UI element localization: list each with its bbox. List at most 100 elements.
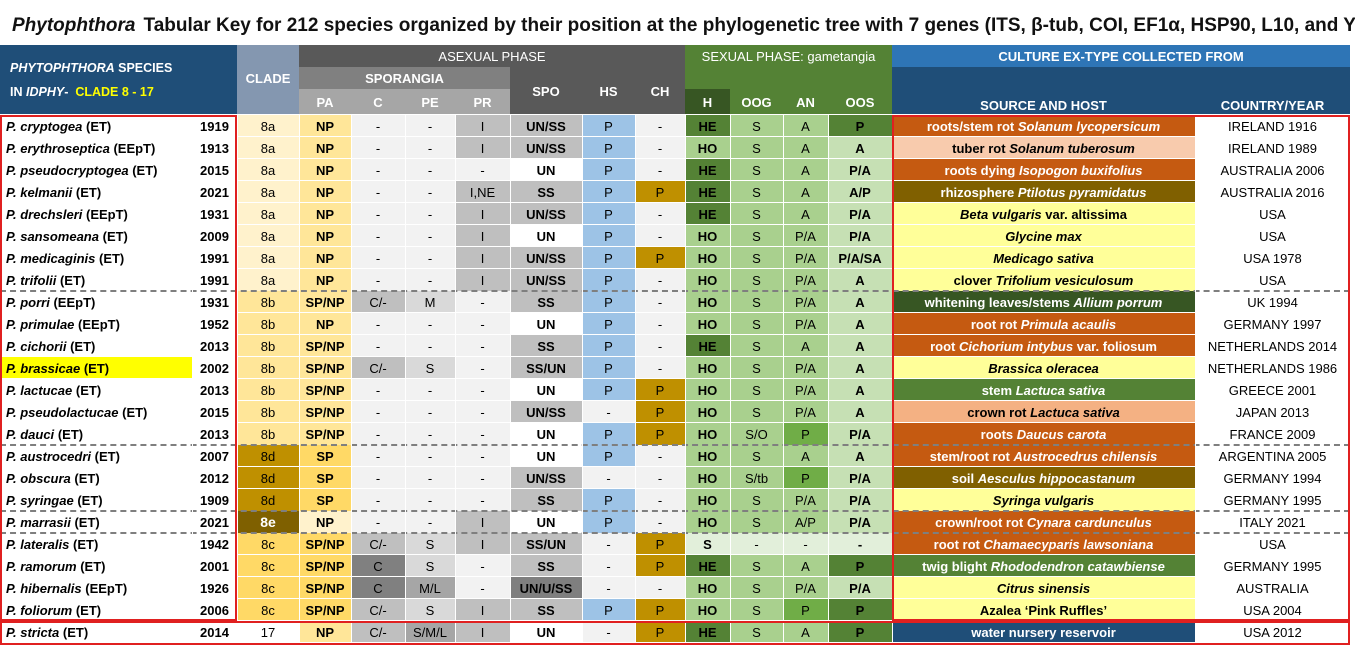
ch-cell: - — [635, 291, 685, 313]
col-header-oos-label: OOS — [845, 94, 875, 110]
ch-value: P — [655, 602, 665, 618]
c-value: - — [375, 448, 381, 464]
pr-value: - — [480, 338, 485, 354]
row-gridline — [0, 334, 1350, 335]
species-name: P. sansomeana — [6, 228, 99, 244]
source-host-cell: stem Lactuca sativa — [892, 379, 1195, 401]
year-cell: 1942 — [192, 533, 237, 555]
pr-cell: - — [455, 335, 510, 357]
hs-cell: P — [582, 599, 635, 621]
h-value: HO — [697, 272, 718, 288]
h-cell: HO — [685, 423, 730, 445]
pr-cell: I — [455, 269, 510, 291]
host-species: Cynara cardunculus — [1026, 514, 1152, 530]
pr-value: - — [480, 360, 485, 376]
clade-value: 8b — [260, 316, 276, 332]
species-name-cell: P. porri (EEpT) — [0, 291, 192, 313]
species-name: P. drechsleri — [6, 206, 83, 222]
species-name-cell: P. cichorii (ET) — [0, 335, 192, 357]
hs-value: - — [606, 404, 611, 420]
species-name-cell: P. ramorum (ET) — [0, 555, 192, 577]
spo-cell: SS — [510, 555, 582, 577]
country-year-cell: USA 1978 — [1195, 247, 1350, 269]
ch-value: P — [655, 426, 665, 442]
sporangia-header: SPORANGIA — [299, 67, 510, 89]
an-value: P/A — [795, 382, 816, 398]
oog-cell: S — [730, 577, 783, 599]
oos-cell: P/A — [828, 225, 892, 247]
an-value: P/A — [795, 272, 816, 288]
species-name: P. pseudocryptogea — [6, 162, 129, 178]
pr-value: I — [480, 206, 485, 222]
oog-cell: S — [730, 357, 783, 379]
clade-separator — [0, 532, 1350, 534]
country-year-cell: GERMANY 1995 — [1195, 555, 1350, 577]
year-cell: 2012 — [192, 467, 237, 489]
country-year-cell: ITALY 2021 — [1195, 511, 1350, 533]
species-header-line1: PHYTOPHTHORA SPECIES — [10, 61, 172, 75]
row-gridline — [0, 268, 1350, 269]
h-value: HE — [698, 558, 717, 574]
hs-value: - — [606, 470, 611, 486]
species-type-tag: (ET) — [94, 448, 120, 464]
an-value: A — [801, 338, 810, 354]
species-type-tag: (EEpT) — [113, 140, 156, 156]
year-cell: 2015 — [192, 159, 237, 181]
c-cell: - — [351, 203, 405, 225]
spo-value: UN/SS — [526, 404, 566, 420]
oos-value: P/A — [849, 580, 871, 596]
ch-value: P — [655, 536, 665, 552]
pr-value: - — [480, 382, 485, 398]
description-year: 1931 — [200, 206, 229, 222]
spo-value: SS — [537, 338, 555, 354]
hs-cell: P — [582, 291, 635, 313]
year-cell: 2014 — [192, 621, 237, 643]
clade-cell: 8d — [237, 445, 299, 467]
species-name: P. pseudolactucae — [6, 404, 119, 420]
pr-cell: - — [455, 159, 510, 181]
species-name-cell: P. primulae (EEpT) — [0, 313, 192, 335]
oog-value: S/tb — [744, 470, 769, 486]
pr-value: - — [480, 448, 485, 464]
table-title: Phytophthora Tabular Key for 212 species… — [0, 8, 1355, 44]
pa-cell: SP/NP — [299, 599, 351, 621]
host-species: Isopogon buxifolius — [1018, 162, 1143, 178]
hs-value: P — [604, 162, 613, 178]
host-species: Chamaecyparis lawsoniana — [983, 536, 1154, 552]
spo-cell: UN — [510, 511, 582, 533]
pe-cell: - — [405, 269, 455, 291]
ch-cell: P — [635, 247, 685, 269]
country-year-value: UK 1994 — [1247, 294, 1298, 310]
source-description: Azalea ‘Pink Ruffles’ — [979, 602, 1108, 618]
oog-cell: S/O — [730, 423, 783, 445]
h-cell: HO — [685, 379, 730, 401]
clade-cell: 8a — [237, 269, 299, 291]
spo-value: UN — [536, 514, 556, 530]
pe-value: M/L — [419, 580, 441, 596]
clade-separator — [0, 510, 1350, 512]
clade-value: 8b — [260, 426, 276, 442]
pa-cell: SP — [299, 467, 351, 489]
row-gridline — [0, 114, 1350, 115]
spo-value: UN — [536, 316, 556, 332]
host-variety: var. foliosum — [1076, 338, 1157, 354]
c-value: - — [375, 316, 381, 332]
host-species: Solanum lycopersicum — [1017, 118, 1161, 134]
h-cell: HO — [685, 511, 730, 533]
an-cell: A — [783, 203, 828, 225]
culture-header: CULTURE EX-TYPE COLLECTED FROM — [892, 45, 1350, 67]
clade-header-label: CLADE — [245, 71, 291, 86]
oog-value: S — [752, 118, 761, 134]
h-value: HO — [697, 360, 718, 376]
c-cell: C/- — [351, 533, 405, 555]
clade-cell: 8b — [237, 313, 299, 335]
description-year: 2013 — [200, 426, 229, 442]
oos-cell: A — [828, 335, 892, 357]
year-cell: 2001 — [192, 555, 237, 577]
oos-value: A — [855, 360, 865, 376]
hs-cell: - — [582, 577, 635, 599]
c-cell: - — [351, 225, 405, 247]
species-name-cell: P. sansomeana (ET) — [0, 225, 192, 247]
clade-separator — [0, 290, 1350, 292]
oog-value: S — [752, 624, 761, 640]
